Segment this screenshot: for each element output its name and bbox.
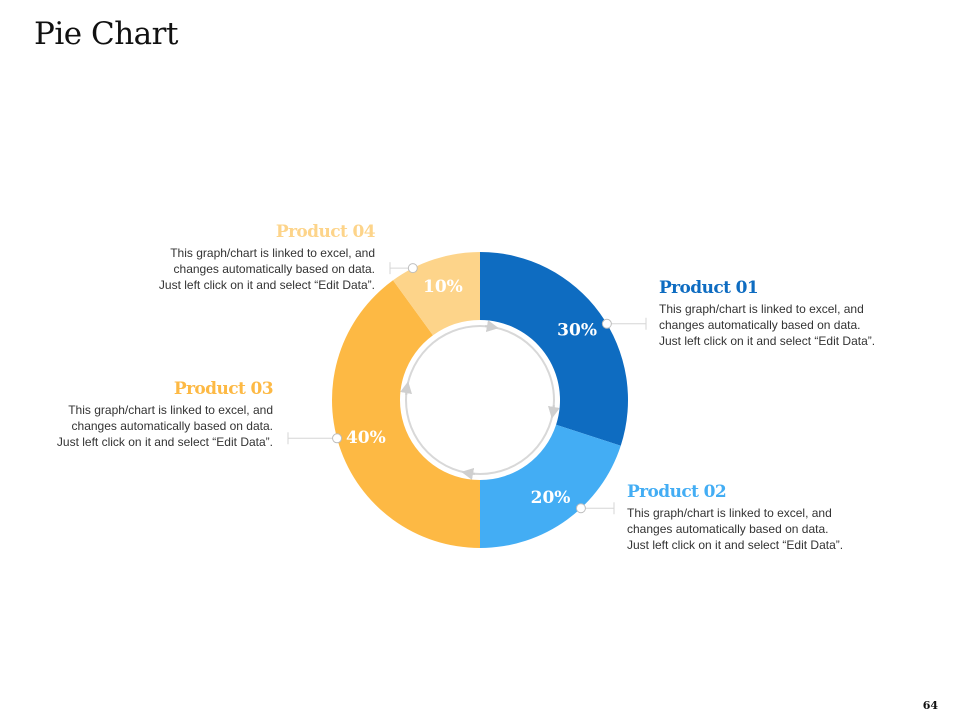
callout-product-02: Product 02 This graph/chart is linked to… bbox=[627, 482, 897, 553]
connector-dot-product-02 bbox=[575, 503, 586, 514]
product-03-desc-line-3: Just left click on it and select “Edit D… bbox=[56, 435, 273, 449]
product-01-desc-line-1: This graph/chart is linked to excel, and bbox=[659, 302, 864, 316]
slice-product-04[interactable] bbox=[393, 252, 480, 336]
inner-ring-arrow bbox=[485, 320, 499, 332]
connector-dot-product-03 bbox=[332, 433, 343, 444]
page-title: Pie Chart bbox=[34, 16, 178, 52]
slice-label-product-02: 20% bbox=[531, 488, 571, 508]
connector-dot-product-01 bbox=[601, 318, 612, 329]
product-02-name: Product 02 bbox=[627, 482, 727, 502]
callout-product-04: Product 04 This graph/chart is linked to… bbox=[80, 222, 376, 293]
product-04-name: Product 04 bbox=[275, 222, 376, 242]
inner-ring-circle bbox=[405, 325, 555, 475]
slice-label-product-01: 30% bbox=[557, 320, 597, 340]
product-03-desc-line-2: changes automatically based on data. bbox=[71, 419, 273, 433]
page-number: 64 bbox=[922, 699, 938, 712]
connector-dot-product-04 bbox=[407, 263, 418, 274]
product-02-desc-line-2: changes automatically based on data. bbox=[627, 522, 829, 536]
product-03-name: Product 03 bbox=[173, 379, 274, 399]
product-02-desc-line-3: Just left click on it and select “Edit D… bbox=[627, 538, 844, 552]
callout-connectors bbox=[287, 262, 647, 515]
slice-label-product-04: 10% bbox=[423, 277, 463, 297]
product-03-description: This graph/chart is linked to excel, and… bbox=[10, 402, 273, 450]
slice-product-02[interactable] bbox=[480, 424, 621, 548]
inner-ring-arrow bbox=[400, 381, 412, 395]
product-04-desc-line-2: changes automatically based on data. bbox=[173, 262, 375, 276]
inner-ring-arrow bbox=[461, 468, 475, 480]
callout-product-01: Product 01 This graph/chart is linked to… bbox=[659, 278, 929, 349]
product-02-desc-line-1: This graph/chart is linked to excel, and bbox=[627, 506, 832, 520]
product-01-desc-line-2: changes automatically based on data. bbox=[659, 318, 861, 332]
product-04-desc-line-1: This graph/chart is linked to excel, and bbox=[170, 246, 375, 260]
product-01-desc-line-3: Just left click on it and select “Edit D… bbox=[659, 334, 876, 348]
slice-product-03[interactable] bbox=[332, 280, 480, 548]
product-01-description: This graph/chart is linked to excel, and… bbox=[659, 301, 929, 349]
product-01-name: Product 01 bbox=[659, 278, 759, 298]
slice-product-01[interactable] bbox=[480, 252, 628, 446]
chart-slices bbox=[332, 252, 628, 548]
inner-ring-arrow bbox=[548, 405, 560, 419]
inner-cycle-arrows bbox=[400, 320, 560, 480]
slice-label-product-03: 40% bbox=[346, 428, 386, 448]
product-04-description: This graph/chart is linked to excel, and… bbox=[80, 245, 375, 293]
product-03-desc-line-1: This graph/chart is linked to excel, and bbox=[68, 403, 273, 417]
product-04-desc-line-3: Just left click on it and select “Edit D… bbox=[158, 278, 375, 292]
product-02-description: This graph/chart is linked to excel, and… bbox=[627, 505, 897, 553]
slice-value-labels: 30% 20% 40% 10% bbox=[346, 277, 597, 508]
callout-product-03: Product 03 This graph/chart is linked to… bbox=[10, 379, 274, 450]
